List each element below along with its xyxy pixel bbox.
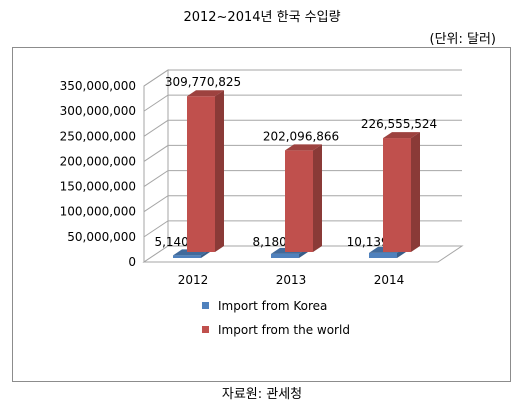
bar-side (215, 90, 224, 253)
y-tick-label: 50,000,000 (67, 230, 136, 244)
chart-title: 2012~2014년 한국 수입량 (183, 10, 341, 25)
y-tick-label: 300,000,000 (60, 104, 136, 118)
x-tick-label: 2013 (276, 273, 307, 287)
legend-swatch (202, 302, 209, 309)
legend-label: Import from Korea (218, 299, 327, 313)
bar-world (383, 132, 420, 252)
y-tick-label: 350,000,000 (60, 79, 136, 93)
gridline (143, 119, 462, 137)
gridline (143, 220, 462, 238)
chart-frame (12, 47, 511, 382)
source-note: 자료원: 관세청 (221, 387, 303, 402)
data-label: 202,096,866 (263, 129, 339, 143)
x-tick-label: 2014 (374, 273, 405, 287)
data-label: 309,770,825 (165, 75, 241, 89)
bar-front (173, 255, 201, 258)
bar-world (285, 144, 322, 252)
y-tick-label: 100,000,000 (60, 205, 136, 219)
bar-front (369, 252, 397, 258)
unit-label: (단위: 달러) (429, 32, 497, 47)
gridline (143, 94, 462, 112)
bar-top (383, 132, 420, 139)
bar-front (285, 150, 313, 252)
bar-top (285, 144, 322, 151)
y-tick-label: 0 (128, 255, 136, 269)
y-tick-label: 250,000,000 (60, 129, 136, 143)
legend-label: Import from the world (218, 323, 350, 337)
side-wall (143, 69, 169, 263)
x-tick-label: 2012 (178, 273, 209, 287)
bar-front (271, 253, 299, 258)
gridline (143, 69, 462, 87)
data-label: 226,555,524 (361, 117, 437, 131)
bar-top (187, 90, 224, 97)
legend-swatch (202, 326, 209, 333)
gridline (143, 170, 462, 187)
bar-side (313, 144, 322, 252)
bar-side (411, 132, 420, 252)
y-tick-label: 200,000,000 (60, 154, 136, 168)
bar-world (187, 90, 224, 253)
gridline (143, 195, 462, 213)
bar-front (187, 96, 215, 253)
gridline (143, 144, 462, 162)
y-tick-label: 150,000,000 (60, 180, 136, 194)
bar-front (383, 138, 411, 252)
